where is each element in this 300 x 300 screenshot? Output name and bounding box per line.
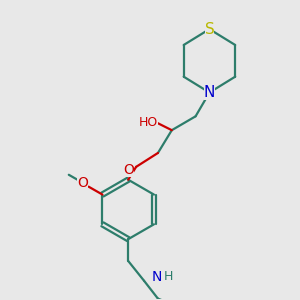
Text: O: O [123, 163, 134, 177]
Text: N: N [204, 85, 215, 100]
Text: HO: HO [138, 116, 158, 129]
Text: H: H [164, 270, 173, 283]
Text: N: N [152, 270, 162, 284]
Text: S: S [205, 22, 214, 37]
Text: O: O [77, 176, 88, 190]
